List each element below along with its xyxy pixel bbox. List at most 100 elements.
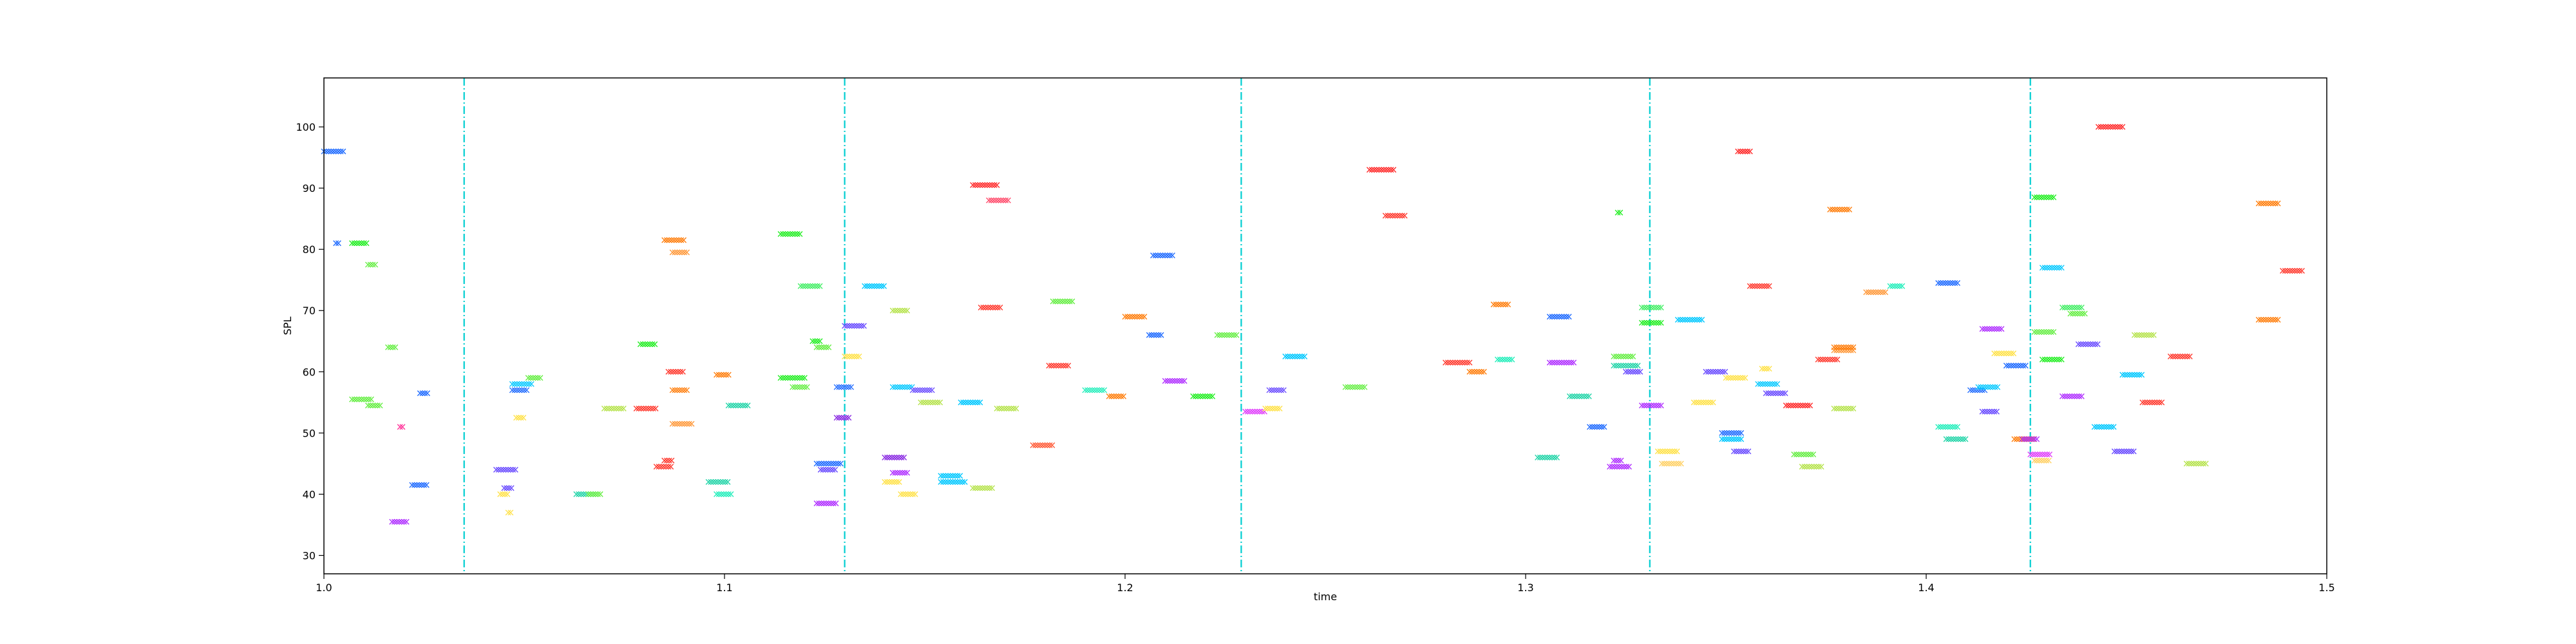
- x-marker: [1013, 405, 1019, 412]
- note-marker-run: [661, 237, 687, 243]
- x-marker: [2123, 448, 2130, 455]
- x-marker: [1651, 304, 1657, 310]
- x-marker: [1617, 209, 1624, 216]
- x-marker: [1658, 304, 1664, 310]
- x-marker: [1674, 316, 1681, 323]
- x-marker: [1799, 464, 1805, 470]
- x-marker: [684, 387, 690, 393]
- x-marker: [998, 197, 1004, 204]
- x-marker: [2183, 460, 2190, 467]
- x-marker: [1390, 213, 1396, 219]
- x-marker: [902, 384, 908, 390]
- x-marker: [1955, 279, 1961, 286]
- x-marker: [1949, 424, 1956, 430]
- x-marker: [354, 396, 360, 402]
- x-marker: [1846, 206, 1853, 213]
- x-marker: [1554, 314, 1560, 320]
- x-marker: [812, 283, 819, 289]
- x-marker: [1537, 454, 1543, 460]
- x-marker: [1611, 457, 1617, 464]
- x-marker: [853, 354, 860, 360]
- x-marker: [640, 405, 647, 412]
- x-marker: [1727, 375, 1734, 381]
- x-marker: [501, 485, 507, 491]
- x-marker: [516, 387, 523, 393]
- x-marker: [2139, 399, 2146, 406]
- x-marker: [827, 466, 833, 473]
- x-marker: [1101, 387, 1108, 393]
- note-marker-run: [1763, 390, 1788, 397]
- x-marker: [1126, 314, 1133, 320]
- x-marker: [1113, 393, 1119, 399]
- x-marker: [740, 402, 746, 409]
- x-marker: [1620, 354, 1627, 360]
- x-marker: [1148, 332, 1155, 338]
- x-marker: [590, 491, 596, 497]
- x-marker: [1282, 354, 1289, 360]
- x-marker: [2255, 200, 2262, 207]
- x-marker: [1558, 359, 1565, 366]
- x-marker: [2078, 393, 2085, 399]
- x-marker: [1262, 405, 1269, 412]
- x-marker: [895, 469, 901, 476]
- x-marker: [1092, 387, 1098, 393]
- x-marker: [1772, 390, 1779, 397]
- x-marker: [1376, 167, 1382, 173]
- y-axis-ticks: 30 40 50 60 70 80 90 100: [296, 121, 324, 562]
- x-marker: [1998, 326, 2005, 332]
- x-marker: [904, 469, 911, 476]
- x-marker: [1721, 430, 1728, 436]
- note-marker-run: [986, 197, 1011, 204]
- x-marker: [1719, 430, 1725, 436]
- x-marker: [1942, 424, 1949, 430]
- x-axis-ticks: 1.0 1.1 1.2 1.3 1.4 1.5: [316, 574, 2335, 594]
- note-marker-run: [1030, 442, 1056, 448]
- x-marker: [1945, 279, 1951, 286]
- x-marker: [853, 323, 860, 329]
- x-marker: [1657, 448, 1663, 455]
- x-marker: [787, 375, 793, 381]
- note-marker-run: [333, 240, 341, 247]
- x-marker: [1765, 390, 1772, 397]
- x-marker: [1947, 424, 1953, 430]
- note-marker-run: [2067, 310, 2088, 317]
- x-marker: [978, 304, 984, 310]
- note-marker-run: [349, 396, 374, 402]
- x-marker: [1982, 408, 1988, 415]
- x-marker: [1638, 304, 1645, 310]
- note-marker-run: [1494, 356, 1515, 363]
- x-marker: [498, 466, 504, 473]
- x-marker: [333, 148, 339, 155]
- x-marker: [977, 485, 983, 491]
- x-marker: [737, 402, 744, 409]
- x-marker: [810, 338, 816, 345]
- x-marker: [1873, 289, 1879, 296]
- x-marker: [391, 518, 397, 525]
- x-marker: [1726, 436, 1732, 442]
- x-marker: [1177, 378, 1183, 384]
- note-marker-run: [1490, 301, 1511, 308]
- x-marker: [974, 399, 981, 406]
- x-marker: [1763, 283, 1770, 289]
- x-marker: [1621, 464, 1627, 470]
- x-marker: [1725, 375, 1732, 381]
- x-marker: [1609, 464, 1615, 470]
- x-marker: [972, 485, 978, 491]
- x-marker: [2179, 354, 2186, 360]
- x-marker: [1801, 464, 1808, 470]
- x-marker: [1797, 402, 1804, 409]
- x-marker: [2067, 393, 2073, 399]
- x-marker: [1620, 363, 1627, 369]
- x-marker: [823, 460, 829, 467]
- x-marker: [361, 240, 367, 247]
- x-marker: [1627, 354, 1634, 360]
- x-marker: [858, 323, 865, 329]
- note-marker-run: [1615, 209, 1624, 216]
- x-marker: [1801, 451, 1807, 458]
- x-marker: [669, 387, 676, 393]
- x-marker: [1763, 366, 1770, 372]
- note-marker-run: [889, 307, 911, 314]
- x-marker: [1989, 408, 1995, 415]
- x-marker: [1611, 464, 1618, 470]
- x-marker: [401, 518, 407, 525]
